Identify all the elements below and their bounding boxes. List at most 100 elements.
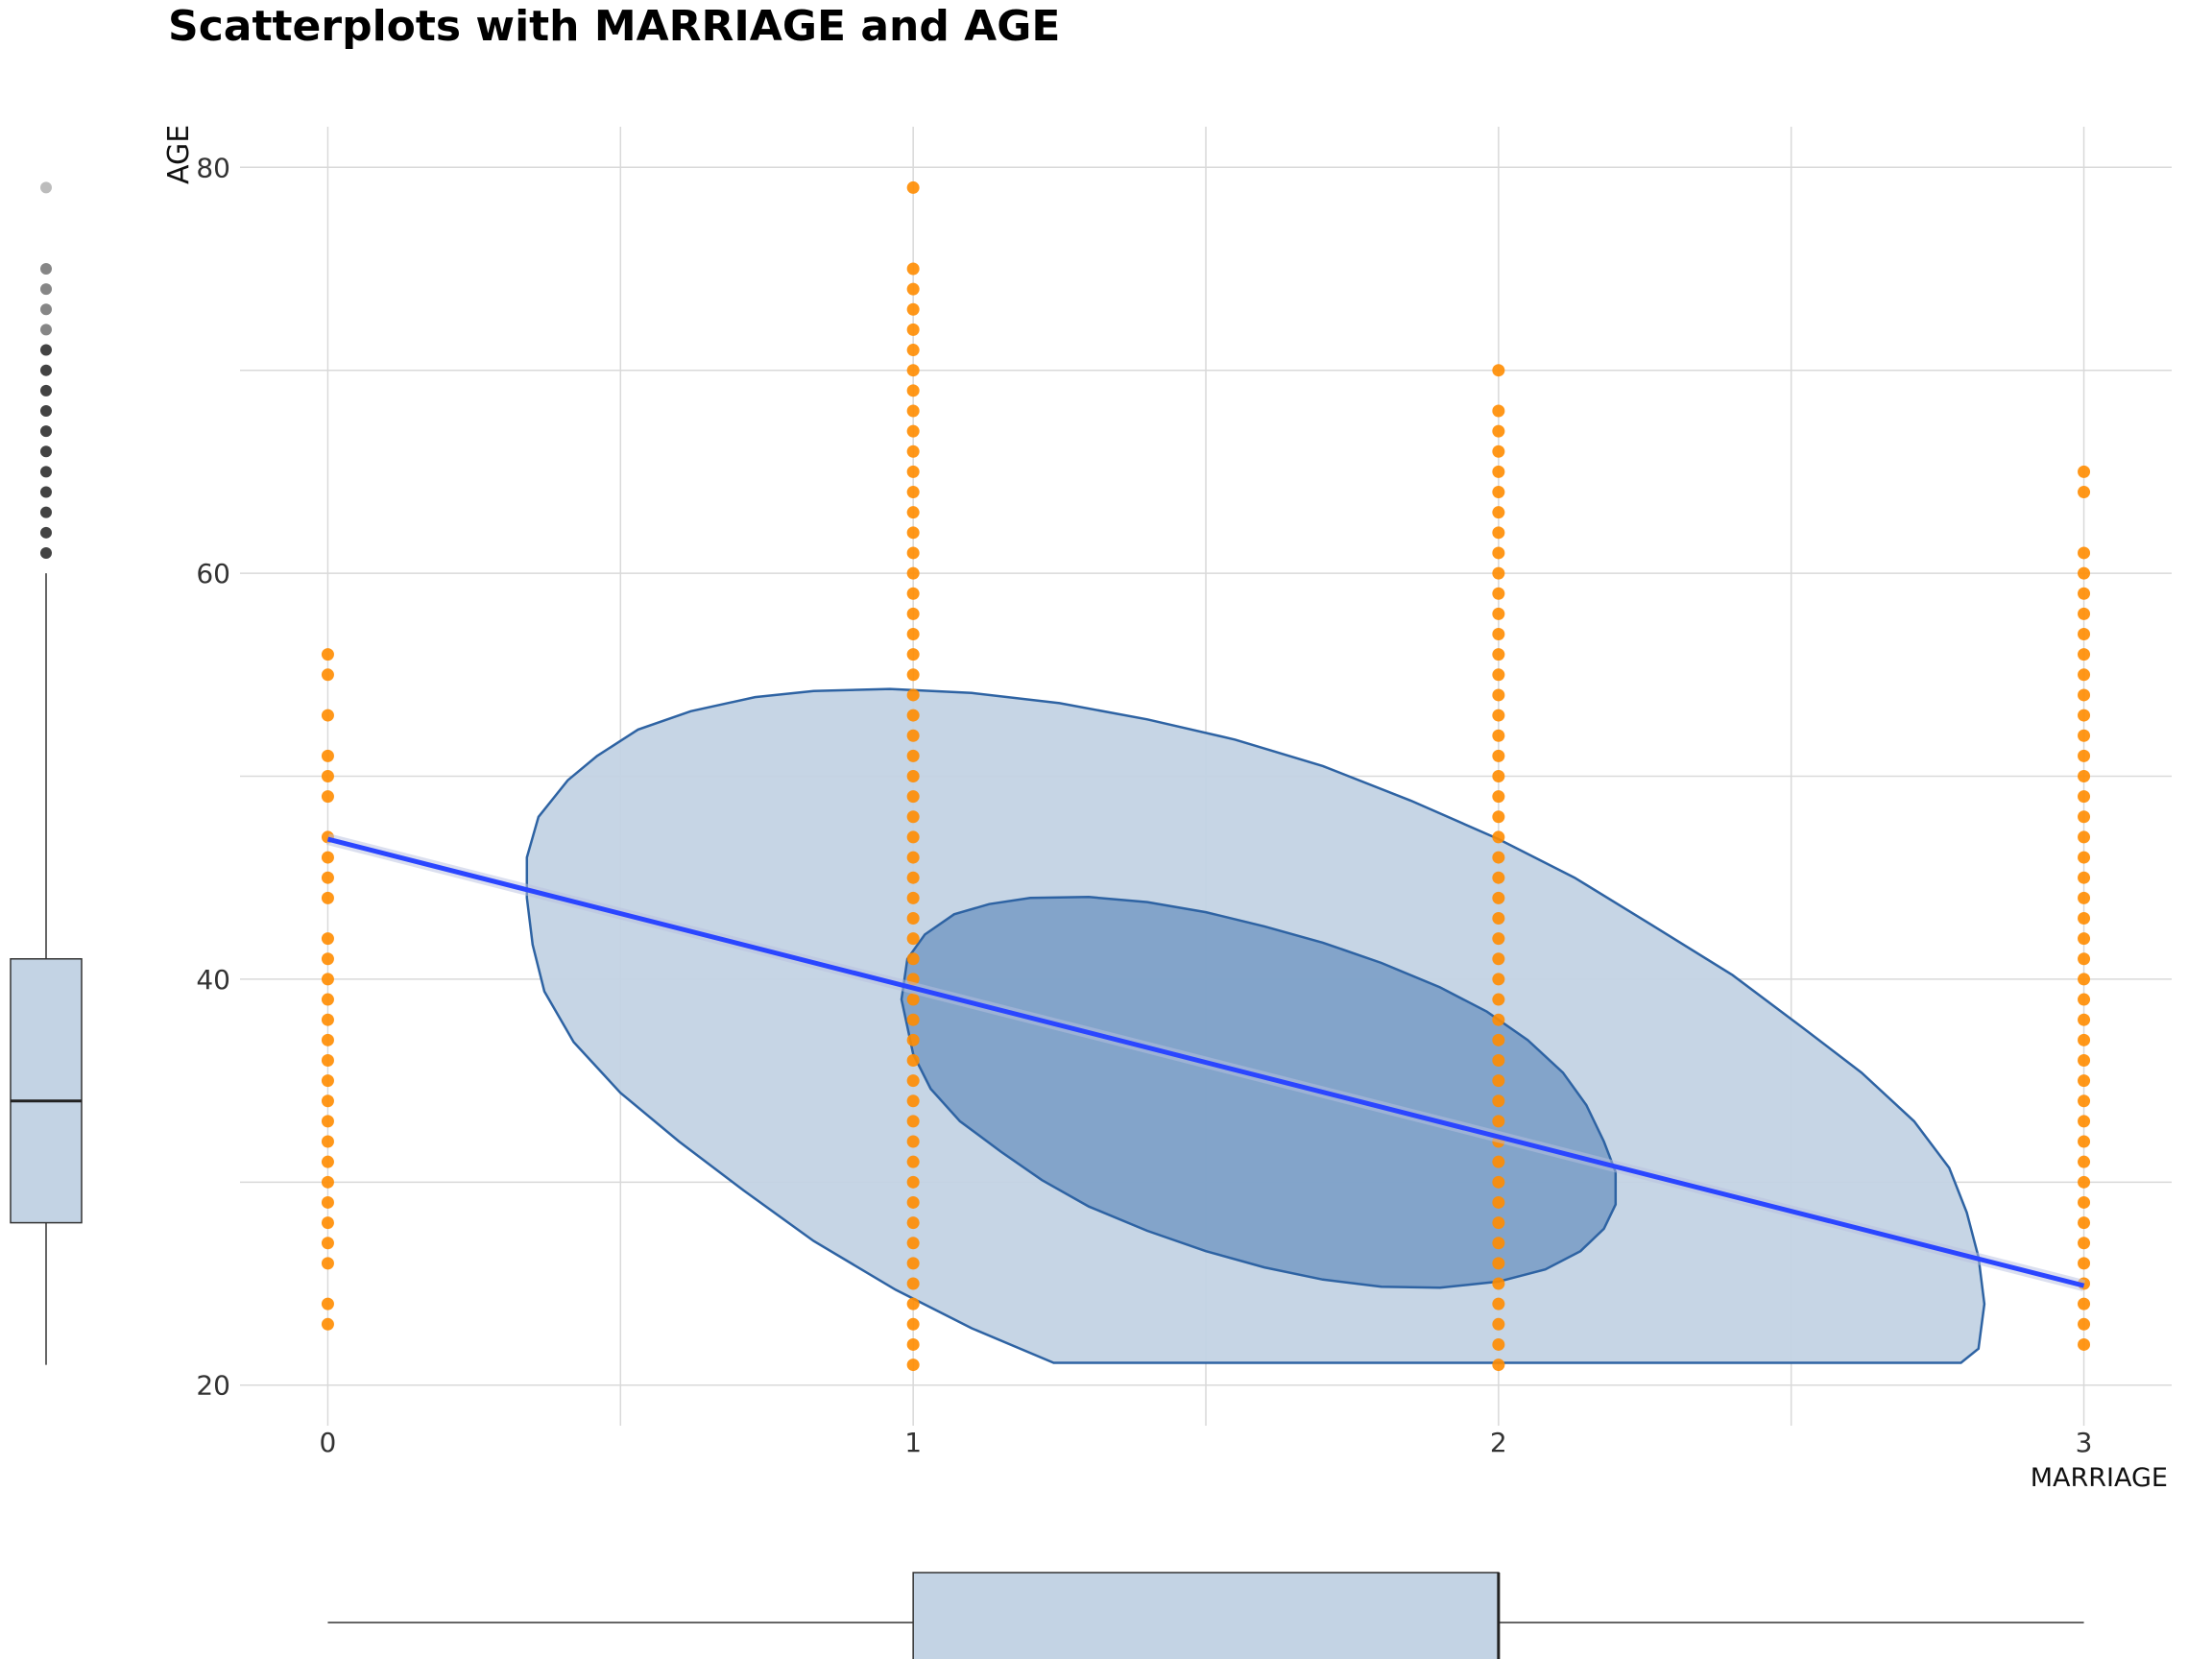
x-axis-title: MARRIAGE <box>2031 1463 2168 1493</box>
y-box-outlier <box>40 546 52 559</box>
data-point <box>906 709 920 722</box>
data-point <box>2078 810 2091 824</box>
data-point <box>1492 364 1505 377</box>
data-point <box>321 1094 334 1108</box>
y-box-outlier <box>40 506 52 518</box>
data-point <box>1492 1237 1505 1250</box>
data-point <box>1492 1337 1505 1351</box>
data-point <box>906 1358 920 1372</box>
data-point <box>1492 1358 1505 1372</box>
y-tick-label: 80 <box>196 152 230 183</box>
data-point <box>906 688 920 702</box>
data-point <box>321 932 334 946</box>
y-box-outlier <box>40 466 52 478</box>
data-point <box>321 1135 334 1148</box>
y-box-outlier <box>40 425 52 438</box>
data-point <box>2078 1155 2091 1168</box>
data-point <box>2078 688 2091 702</box>
data-point <box>2078 668 2091 682</box>
data-point <box>2078 1257 2091 1270</box>
regression-layer <box>325 833 2086 1291</box>
data-point <box>321 1237 334 1250</box>
y-box-outlier <box>40 526 52 539</box>
data-point <box>2078 729 2091 742</box>
data-point <box>2078 566 2091 580</box>
data-point <box>906 424 920 438</box>
data-point <box>906 749 920 762</box>
data-point <box>906 486 920 499</box>
data-point <box>2078 851 2091 864</box>
y-tick-label: 40 <box>196 964 230 996</box>
data-point <box>1492 1155 1505 1168</box>
data-point <box>321 1216 334 1230</box>
data-point <box>1492 566 1505 580</box>
data-point <box>1492 749 1505 762</box>
data-point <box>321 1317 334 1331</box>
data-point <box>1492 810 1505 824</box>
y-box-outlier <box>40 344 52 356</box>
data-point <box>906 323 920 336</box>
data-point <box>2078 607 2091 620</box>
y-box-outlier <box>40 181 52 194</box>
y-box-outlier <box>40 445 52 458</box>
data-point <box>1492 1175 1505 1189</box>
data-point <box>906 1033 920 1046</box>
data-point <box>1492 1013 1505 1026</box>
data-point <box>2078 973 2091 986</box>
data-point <box>906 1237 920 1250</box>
data-point <box>1492 1053 1505 1067</box>
data-point <box>1492 1297 1505 1310</box>
data-point <box>1492 668 1505 682</box>
data-point <box>1492 526 1505 540</box>
data-point <box>1492 607 1505 620</box>
data-point <box>2078 709 2091 722</box>
data-point <box>1492 709 1505 722</box>
data-point <box>2078 1237 2091 1250</box>
data-point <box>321 709 334 722</box>
data-point <box>906 628 920 641</box>
data-point <box>906 1257 920 1270</box>
data-point <box>2078 932 2091 946</box>
data-point <box>1492 911 1505 925</box>
data-point <box>1492 973 1505 986</box>
data-point <box>906 1094 920 1108</box>
data-point <box>321 770 334 782</box>
data-point <box>1492 445 1505 458</box>
data-point <box>906 952 920 966</box>
data-point <box>1492 1033 1505 1046</box>
x-tick-label: 3 <box>2076 1427 2093 1458</box>
data-point <box>906 404 920 418</box>
data-point <box>321 973 334 986</box>
y-marginal-boxplot <box>10 181 83 1365</box>
data-point <box>906 1337 920 1351</box>
y-box-outlier <box>40 364 52 376</box>
x-tick-label: 2 <box>1490 1427 1507 1458</box>
y-box-outlier <box>40 283 52 296</box>
data-point <box>1492 404 1505 418</box>
x-tick-label: 1 <box>904 1427 922 1458</box>
data-point <box>1492 465 1505 478</box>
data-point <box>1492 790 1505 804</box>
data-point <box>321 1074 334 1088</box>
data-point <box>1492 993 1505 1006</box>
data-point <box>321 1155 334 1168</box>
data-point <box>1492 729 1505 742</box>
data-point <box>906 302 920 316</box>
data-point <box>2078 1013 2091 1026</box>
data-point <box>906 830 920 844</box>
data-point <box>2078 1033 2091 1046</box>
data-point <box>321 891 334 904</box>
data-point <box>906 344 920 357</box>
data-point <box>906 871 920 884</box>
data-point <box>906 648 920 661</box>
data-point <box>2078 993 2091 1006</box>
points-layer <box>321 180 2091 1372</box>
data-point <box>321 952 334 966</box>
data-point <box>906 1277 920 1290</box>
data-point <box>321 993 334 1006</box>
data-point <box>2078 1337 2091 1351</box>
data-point <box>2078 1175 2091 1189</box>
data-point <box>906 932 920 946</box>
